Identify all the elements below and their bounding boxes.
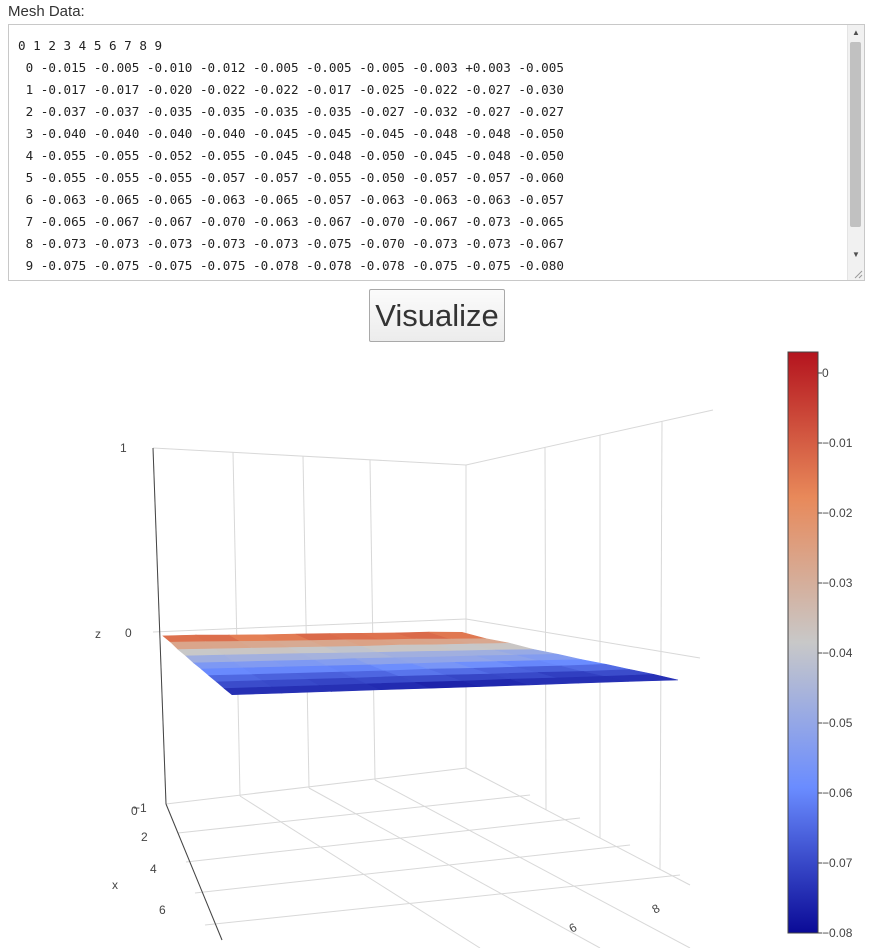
mesh-row: 7 -0.065 -0.067 -0.067 -0.070 -0.063 -0.… bbox=[18, 214, 564, 229]
mesh-row: 4 -0.055 -0.055 -0.052 -0.055 -0.045 -0.… bbox=[18, 148, 564, 163]
scroll-up-arrow-icon[interactable]: ▲ bbox=[852, 28, 860, 37]
mesh-data-textarea[interactable]: 0 1 2 3 4 5 6 7 8 9 0 -0.015 -0.005 -0.0… bbox=[8, 24, 865, 281]
plot-axes bbox=[152, 447, 223, 941]
z-axis-label: z bbox=[95, 627, 101, 641]
colorbar-tick-label: −0.06 bbox=[822, 786, 853, 800]
mesh-row: 2 -0.037 -0.037 -0.035 -0.035 -0.035 -0.… bbox=[18, 104, 564, 119]
y-tick: 8 bbox=[650, 901, 663, 917]
colorbar-tick-label: −0.02 bbox=[822, 506, 853, 520]
z-tick: 1 bbox=[120, 441, 127, 455]
mesh-row: 0 -0.015 -0.005 -0.010 -0.012 -0.005 -0.… bbox=[18, 60, 564, 75]
mesh-surface bbox=[162, 631, 679, 696]
mesh-row: 6 -0.063 -0.065 -0.065 -0.063 -0.065 -0.… bbox=[18, 192, 564, 207]
textarea-scrollbar[interactable]: ▲ ▼ bbox=[847, 25, 864, 280]
scrollbar-thumb[interactable] bbox=[850, 42, 861, 227]
visualize-button[interactable]: Visualize bbox=[369, 289, 505, 342]
mesh-header-row: 0 1 2 3 4 5 6 7 8 9 bbox=[18, 38, 163, 53]
colorbar: 0 −0.01 −0.02 −0.03 −0.04 −0.05 −0.06 −0.07 −0.0… bbox=[787, 351, 853, 940]
colorbar-tick-label: −0.01 bbox=[822, 436, 853, 450]
colorbar-ticks: 0 −0.01 −0.02 −0.03 −0.04 −0.05 −0.06 −0.07 −0.0… bbox=[818, 366, 853, 940]
y-tick: 6 bbox=[567, 920, 580, 936]
colorbar-tick-label: −0.04 bbox=[822, 646, 853, 660]
x-tick: 2 bbox=[141, 830, 148, 844]
mesh-data-label: Mesh Data: bbox=[8, 3, 85, 20]
surface-cell bbox=[606, 674, 679, 682]
z-axis: z 1 0 −1 bbox=[95, 441, 147, 815]
colorbar-tick-label: 0 bbox=[822, 366, 829, 380]
y-axis: 6 8 bbox=[567, 901, 663, 936]
x-tick: 4 bbox=[150, 862, 157, 876]
x-axis-label: x bbox=[112, 878, 118, 892]
surface-plot[interactable]: z 1 0 −1 x 0 2 4 6 6 8 0 −0.01 −0.02 −0.03 −… bbox=[0, 345, 875, 948]
x-tick: 0 bbox=[131, 804, 138, 818]
z-tick: 0 bbox=[125, 626, 132, 640]
mesh-row: 1 -0.017 -0.017 -0.020 -0.022 -0.022 -0.… bbox=[18, 82, 564, 97]
colorbar-tick-label: −0.03 bbox=[822, 576, 853, 590]
mesh-row: 9 -0.075 -0.075 -0.075 -0.075 -0.078 -0.… bbox=[18, 258, 564, 273]
colorbar-tick-label: −0.05 bbox=[822, 716, 853, 730]
surface-cell bbox=[223, 686, 283, 696]
mesh-data-content[interactable]: 0 1 2 3 4 5 6 7 8 9 0 -0.015 -0.005 -0.0… bbox=[18, 35, 844, 280]
z-tick: −1 bbox=[133, 801, 147, 815]
mesh-row: 5 -0.055 -0.055 -0.055 -0.057 -0.057 -0.… bbox=[18, 170, 564, 185]
mesh-row: 3 -0.040 -0.040 -0.040 -0.040 -0.045 -0.… bbox=[18, 126, 564, 141]
mesh-row: 8 -0.073 -0.073 -0.073 -0.073 -0.073 -0.… bbox=[18, 236, 564, 251]
x-axis: x 0 2 4 6 bbox=[112, 804, 166, 917]
scroll-down-arrow-icon[interactable]: ▼ bbox=[852, 250, 860, 259]
colorbar-tick-label: −0.08 bbox=[822, 926, 853, 940]
colorbar-tick-label: −0.07 bbox=[822, 856, 853, 870]
resize-grip-icon[interactable] bbox=[853, 269, 863, 279]
x-tick: 6 bbox=[159, 903, 166, 917]
colorbar-gradient bbox=[787, 351, 819, 934]
